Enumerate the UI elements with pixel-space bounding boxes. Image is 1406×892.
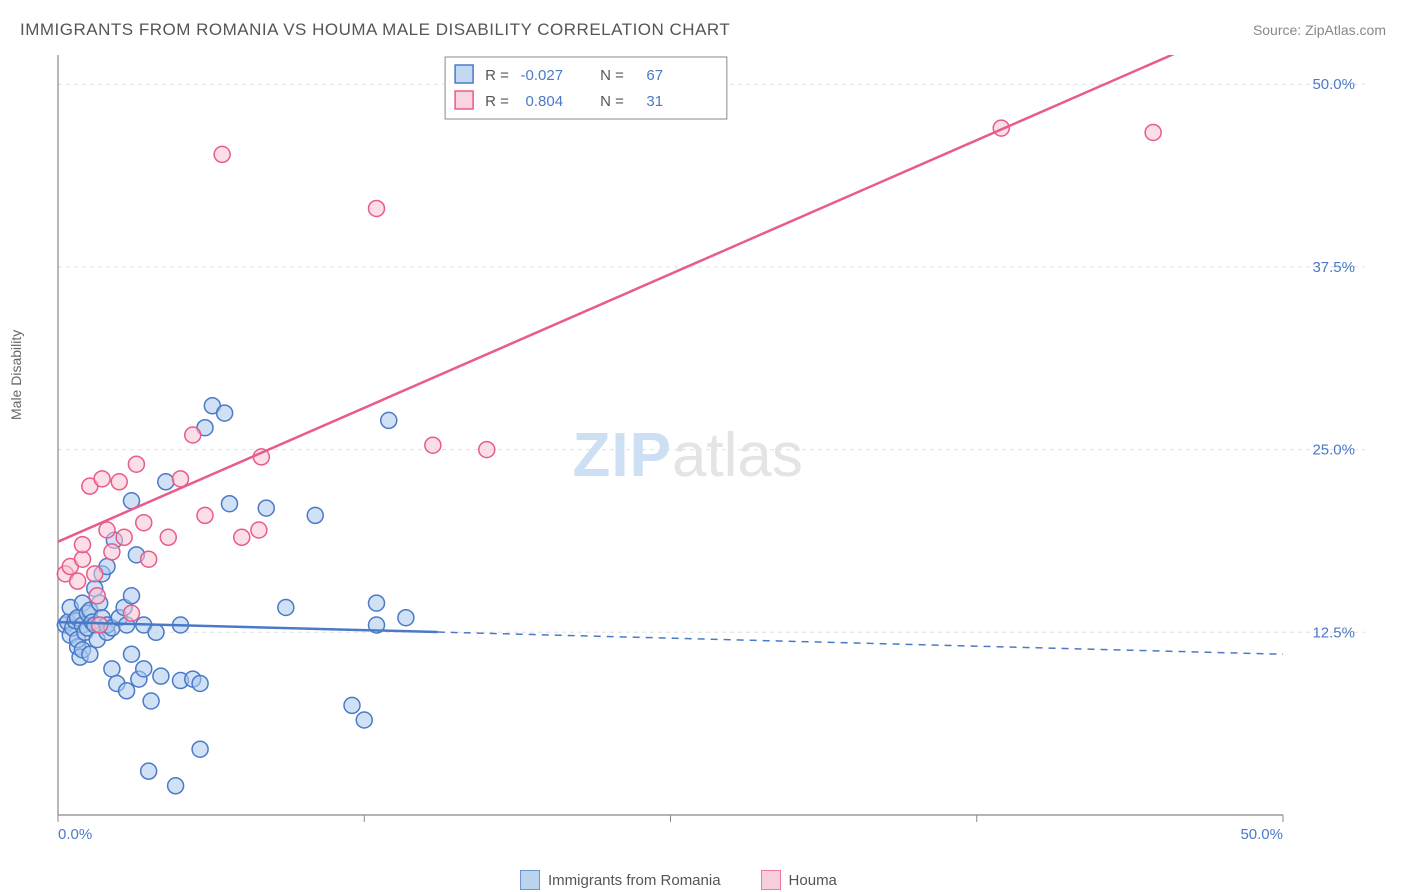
chart-svg: 12.5% 25.0% 37.5% 50.0% 0.0% 50.0% R = -0.027 N … bbox=[50, 55, 1365, 845]
svg-text:67: 67 bbox=[646, 67, 663, 84]
svg-text:N =: N = bbox=[600, 67, 624, 84]
scatter-plot: 12.5% 25.0% 37.5% 50.0% 0.0% 50.0% R = -0.027 N … bbox=[50, 55, 1365, 845]
svg-text:31: 31 bbox=[646, 93, 663, 110]
svg-text:50.0%: 50.0% bbox=[1240, 826, 1283, 843]
svg-text:R =: R = bbox=[485, 93, 509, 110]
legend-label: Houma bbox=[789, 872, 837, 889]
svg-text:37.5%: 37.5% bbox=[1312, 259, 1355, 276]
svg-text:12.5%: 12.5% bbox=[1312, 624, 1355, 641]
bottom-legend: Immigrants from Romania Houma bbox=[520, 870, 837, 890]
legend-swatch bbox=[520, 870, 540, 890]
source-label: Source: ZipAtlas.com bbox=[1253, 22, 1386, 38]
legend-item: Houma bbox=[761, 870, 837, 890]
svg-text:N =: N = bbox=[600, 93, 624, 110]
svg-text:R =: R = bbox=[485, 67, 509, 84]
svg-text:50.0%: 50.0% bbox=[1312, 76, 1355, 93]
svg-text:0.0%: 0.0% bbox=[58, 826, 92, 843]
chart-title: IMMIGRANTS FROM ROMANIA VS HOUMA MALE DI… bbox=[20, 20, 730, 40]
legend-label: Immigrants from Romania bbox=[548, 872, 721, 889]
legend-swatch bbox=[761, 870, 781, 890]
svg-text:-0.027: -0.027 bbox=[521, 67, 564, 84]
svg-text:0.804: 0.804 bbox=[526, 93, 564, 110]
svg-text:25.0%: 25.0% bbox=[1312, 442, 1355, 459]
legend-item: Immigrants from Romania bbox=[520, 870, 721, 890]
y-axis-label: Male Disability bbox=[8, 330, 24, 420]
